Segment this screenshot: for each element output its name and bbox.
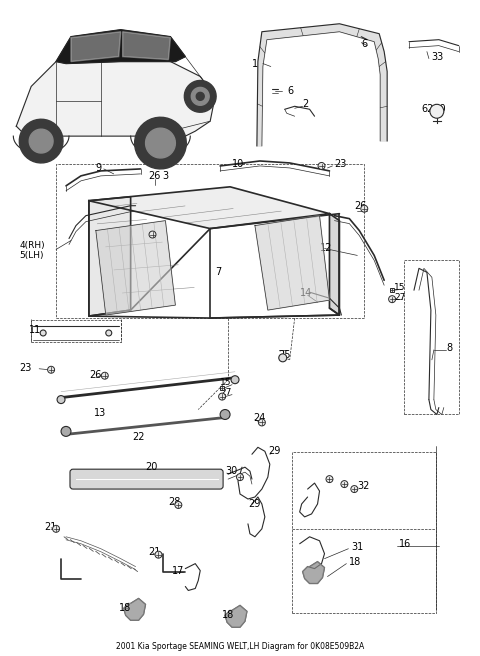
Polygon shape [225,605,247,627]
Circle shape [155,551,162,558]
Circle shape [258,419,265,426]
Text: 18: 18 [349,557,361,567]
Polygon shape [196,92,204,100]
Text: 15: 15 [220,378,232,387]
Circle shape [40,330,46,336]
Text: 32: 32 [357,481,370,491]
Text: 30: 30 [225,466,237,476]
Circle shape [48,366,55,373]
Text: 28: 28 [168,497,181,507]
Circle shape [318,163,325,169]
Text: 18: 18 [222,610,234,621]
Text: 26: 26 [89,370,101,380]
Text: 21: 21 [148,546,161,557]
Polygon shape [329,214,339,315]
Polygon shape [135,117,186,169]
FancyBboxPatch shape [70,469,223,489]
Circle shape [389,296,396,302]
Circle shape [341,481,348,487]
Bar [390,288,394,292]
Text: 12: 12 [320,243,332,253]
Circle shape [326,476,333,483]
Text: 23: 23 [19,363,32,373]
Bar [220,386,224,390]
Polygon shape [257,24,387,146]
Polygon shape [192,87,209,106]
Text: 23: 23 [335,159,347,169]
Text: 2001 Kia Sportage SEAMING WELT,LH Diagram for 0K08E509B2A: 2001 Kia Sportage SEAMING WELT,LH Diagra… [116,642,364,651]
Circle shape [106,330,112,336]
Polygon shape [255,216,329,310]
Text: 14: 14 [300,288,312,298]
Text: 3: 3 [162,171,168,181]
Text: 20: 20 [145,462,158,472]
Polygon shape [184,81,216,112]
Text: 6: 6 [288,87,294,96]
Text: 33: 33 [431,52,443,62]
Bar [31,320,120,342]
Polygon shape [145,128,175,158]
Text: 29: 29 [248,499,260,509]
Text: 24: 24 [253,413,265,424]
Polygon shape [89,187,329,228]
Circle shape [61,426,71,436]
Polygon shape [16,56,215,136]
Circle shape [175,501,182,508]
Polygon shape [71,31,120,62]
Circle shape [351,485,358,493]
Circle shape [220,409,230,419]
Text: 2: 2 [302,99,309,110]
Text: 26: 26 [148,171,161,181]
Text: 5(LH): 5(LH) [19,251,44,260]
Text: 29: 29 [268,446,280,457]
Text: 18: 18 [119,604,131,613]
Text: 10: 10 [232,159,244,169]
Text: 25: 25 [278,350,290,360]
Circle shape [231,376,239,384]
Text: 13: 13 [94,407,106,417]
Bar [56,164,364,318]
Polygon shape [29,129,53,153]
Circle shape [218,393,226,400]
Polygon shape [302,562,324,584]
Text: 22: 22 [132,432,145,442]
Bar [292,452,436,613]
Polygon shape [19,119,63,163]
Polygon shape [123,31,170,60]
Text: 16: 16 [399,539,411,549]
Polygon shape [89,197,131,316]
Circle shape [53,525,60,532]
Text: 17: 17 [172,565,185,575]
Text: 9: 9 [96,163,102,173]
Text: 1: 1 [252,58,258,68]
Text: 6200: 6200 [421,104,445,114]
Circle shape [237,474,243,481]
Circle shape [101,372,108,379]
Text: 31: 31 [351,542,364,552]
Polygon shape [56,30,185,64]
Text: 7: 7 [215,268,221,277]
Text: 27: 27 [394,293,406,302]
Text: 4(RH): 4(RH) [19,241,45,250]
Text: 27: 27 [220,388,231,397]
Bar [404,260,459,415]
Polygon shape [96,220,175,315]
Text: 26: 26 [354,201,367,211]
Text: 21: 21 [44,522,57,532]
Text: 11: 11 [29,325,41,335]
Circle shape [57,396,65,403]
Circle shape [279,354,287,362]
Circle shape [430,104,444,118]
Polygon shape [124,598,145,621]
Circle shape [149,231,156,238]
Text: 6: 6 [361,39,367,49]
Text: 8: 8 [447,343,453,353]
Text: 15: 15 [394,283,406,292]
Circle shape [361,205,368,212]
